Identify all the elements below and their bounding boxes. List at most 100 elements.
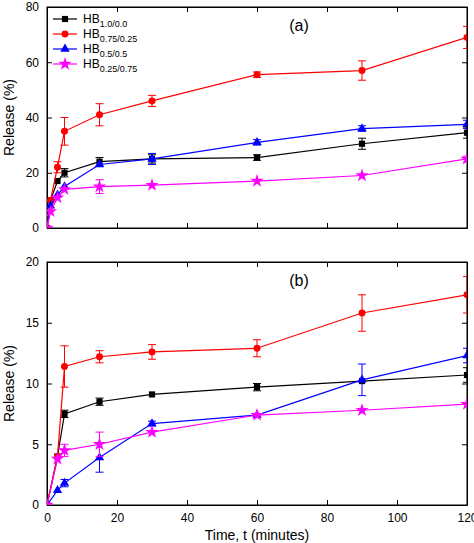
x-tick-mark (117, 223, 118, 228)
x-tick-top (257, 262, 258, 267)
x-tick-label: 100 (387, 511, 407, 525)
error-cap (54, 161, 62, 162)
point (357, 374, 366, 382)
y-tick: 40 (26, 111, 52, 125)
legend-marker (62, 31, 69, 38)
error-cap (253, 356, 261, 357)
series (47, 277, 467, 505)
point (250, 408, 263, 421)
point (149, 348, 156, 355)
x-tick-top (257, 7, 258, 12)
error-cap (463, 26, 467, 27)
error-cap (253, 390, 261, 391)
x-tick: 120 (457, 500, 474, 525)
x-tick-mark (397, 7, 398, 12)
error-cap (463, 48, 467, 49)
point (53, 485, 62, 493)
error-bar (463, 368, 467, 383)
point (96, 111, 103, 118)
point (47, 221, 54, 228)
x-tick: 100 (387, 500, 407, 525)
x-axis-title: Time, t (minutes) (205, 527, 310, 543)
error-cap (463, 313, 467, 314)
x-tick-mark (257, 262, 258, 267)
error-cap (61, 345, 69, 346)
error-cap (148, 359, 156, 360)
error-cap (61, 176, 69, 177)
error-bar (463, 348, 467, 363)
point (47, 498, 54, 505)
y-tick-mark (47, 228, 52, 229)
error-cap (358, 395, 366, 396)
point (147, 418, 156, 426)
y-tick-label: 10 (26, 377, 40, 391)
y-axis-title: Release (%) (1, 79, 17, 156)
x-tick-top (397, 7, 398, 12)
y-tick: 60 (26, 56, 52, 70)
error-cap (148, 164, 156, 165)
point (464, 34, 467, 41)
series (47, 397, 467, 505)
y-tick-mark (462, 62, 467, 63)
plot-frame (47, 7, 467, 228)
y-tick-mark (47, 505, 52, 506)
error-cap (358, 80, 366, 81)
x-tick-mark (257, 7, 258, 12)
error-cap (96, 472, 104, 473)
series-line (47, 37, 467, 228)
y-tick-label: 5 (32, 438, 39, 452)
series (47, 127, 467, 228)
y-tick-mark (47, 262, 52, 263)
error-cap (96, 157, 104, 158)
x-tick-mark (327, 223, 328, 228)
y-tick-label: 0 (32, 221, 39, 235)
series-line (47, 159, 467, 228)
y-tick-mark (462, 444, 467, 445)
legend-marker (58, 57, 71, 70)
point (58, 182, 71, 195)
error-bar (358, 138, 366, 149)
plot-frame (47, 262, 467, 505)
y-tick-mark (462, 118, 467, 119)
x-tick (257, 223, 258, 228)
error-cap (61, 145, 69, 146)
error-bar (463, 127, 467, 138)
y-axis-right (462, 263, 468, 506)
series (47, 26, 467, 228)
x-tick: 80 (321, 500, 335, 525)
x-tick-mark (187, 262, 188, 267)
error-bar (54, 162, 62, 173)
y-tick: 5 (32, 438, 52, 452)
y-tick-right (462, 228, 467, 229)
point (252, 137, 261, 145)
point (61, 411, 67, 417)
point (355, 403, 368, 416)
point (460, 397, 467, 410)
error-bar (61, 169, 69, 177)
series (47, 348, 467, 505)
panel-label: (a) (289, 17, 309, 34)
x-tick-mark (187, 500, 188, 505)
y-tick-mark (462, 173, 467, 174)
point (464, 291, 467, 298)
series (47, 119, 467, 228)
y-tick-right (462, 262, 467, 263)
series-line (47, 356, 467, 505)
error-cap (253, 383, 261, 384)
y-tick-mark (47, 384, 52, 385)
legend-entry: HB0.25/0.75 (53, 57, 137, 74)
x-tick-top (117, 262, 118, 267)
y-tick-label: 0 (32, 498, 39, 512)
point (61, 170, 67, 176)
y-tick: 20 (26, 166, 52, 180)
series-line (47, 124, 467, 228)
point (149, 391, 155, 397)
point (254, 384, 260, 390)
plot-area (47, 26, 467, 228)
x-tick (117, 223, 118, 228)
point (93, 180, 106, 193)
x-tick-mark (187, 223, 188, 228)
y-tick-mark (47, 444, 52, 445)
point (462, 350, 467, 358)
point (254, 71, 261, 78)
